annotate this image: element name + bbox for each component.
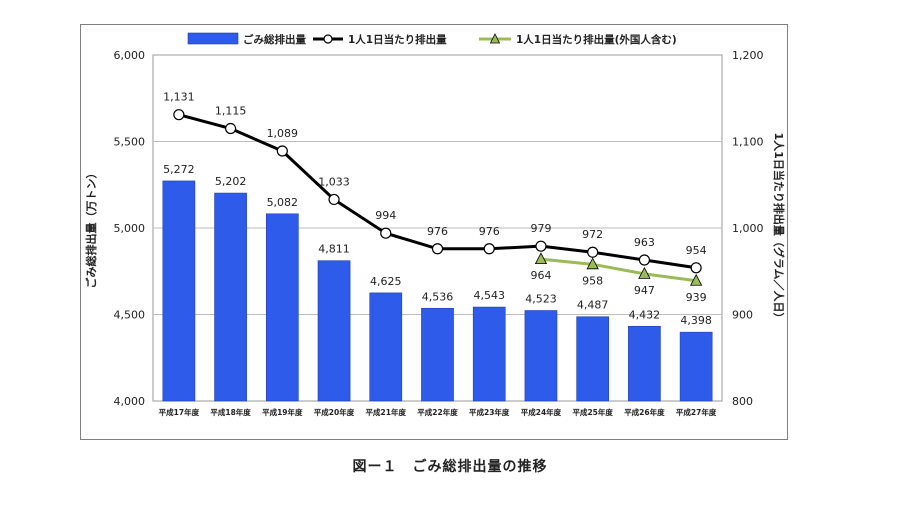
right-tick-label: 1,200 [732, 49, 764, 62]
line-point-triangle [638, 266, 651, 279]
bar-data-label: 4,811 [318, 243, 350, 256]
line-data-label: 954 [686, 244, 707, 257]
line-point [690, 262, 702, 274]
category-label: 平成17年度 [159, 407, 200, 417]
line-point [587, 246, 599, 258]
line-data-label: 958 [582, 274, 603, 287]
bar [628, 325, 661, 402]
bar [265, 213, 299, 402]
line-data-label: 976 [479, 225, 500, 238]
line-data-label: 972 [582, 228, 603, 241]
bar [214, 192, 247, 402]
bar-data-label: 4,487 [577, 299, 609, 312]
left-axis-title: ごみ総排出量（万トン） [84, 168, 98, 289]
legend-swatch-bar [187, 32, 239, 45]
line-data-label: 947 [634, 284, 655, 297]
line-data-label: 979 [530, 222, 551, 235]
line-data-label: 963 [634, 236, 655, 249]
left-tick-label: 5,500 [114, 136, 146, 149]
left-tick-label: 5,000 [114, 222, 146, 235]
bar [576, 316, 610, 402]
line-data-label: 1,115 [215, 105, 247, 118]
category-label: 平成26年度 [624, 407, 665, 417]
line-point [328, 193, 340, 206]
left-tick-label: 4,000 [114, 395, 146, 408]
right-tick-label: 1,000 [732, 222, 764, 235]
bar-data-label: 4,536 [422, 290, 454, 303]
line-point [276, 145, 288, 157]
line-series-per-capita-incl-foreigners [540, 257, 697, 283]
bar [369, 292, 403, 402]
legend-label-line-foreign: 1人1日当たり排出量(外国人含む) [516, 33, 677, 46]
bar [421, 307, 454, 402]
line-data-label: 1,131 [163, 91, 195, 104]
category-label: 平成22年度 [417, 407, 458, 417]
line-data-label: 1,089 [267, 127, 299, 140]
right-axis-title: 1人1日当たり排出量（グラム／人日） [772, 133, 786, 324]
category-label: 平成24年度 [521, 407, 562, 417]
figure-caption: 図ー１ ごみ総排出量の推移 [352, 459, 548, 475]
line-data-label: 939 [686, 291, 707, 304]
bar-data-label: 4,432 [629, 308, 661, 321]
bar [524, 310, 558, 402]
line-point-triangle [689, 273, 703, 286]
line-point [380, 227, 392, 239]
bar-data-label: 4,625 [370, 275, 402, 288]
line-data-label: 964 [530, 269, 551, 282]
line-point-triangle [586, 257, 599, 270]
line-point [483, 243, 495, 255]
category-label: 平成23年度 [469, 407, 510, 417]
category-label: 平成25年度 [572, 407, 613, 417]
legend-marker-circle [323, 34, 333, 44]
right-tick-label: 900 [732, 309, 753, 322]
bar-data-label: 4,398 [680, 314, 712, 327]
line-point [431, 243, 444, 255]
bar-data-label: 4,523 [525, 293, 557, 306]
right-tick-label: 800 [732, 395, 753, 408]
bar-data-label: 4,543 [473, 289, 505, 302]
legend-label-line: 1人1日当たり排出量 [348, 33, 447, 46]
line-data-label: 994 [375, 209, 396, 222]
category-label: 平成20年度 [314, 407, 355, 417]
line-point [638, 254, 651, 266]
legend-label-bar: ごみ総排出量 [243, 33, 306, 46]
chart-svg: 4,000 800 4,500 900 5,000 1,000 5,500 1,100 6,00… [84, 32, 786, 417]
bar [162, 180, 196, 402]
category-label: 平成21年度 [366, 407, 407, 417]
bar [317, 260, 351, 402]
left-tick-label: 4,500 [114, 309, 146, 322]
line-point [535, 240, 547, 252]
bar [679, 331, 713, 402]
left-tick-label: 6,000 [114, 49, 146, 62]
line-data-label: 1,033 [318, 175, 350, 188]
legend-marker-triangle [489, 33, 501, 44]
chart-frame: 4,000 800 4,500 900 5,000 1,000 5,500 1,100 6,00… [80, 24, 788, 440]
line-point [173, 109, 185, 121]
line-point [224, 122, 237, 135]
bar-data-label: 5,202 [215, 175, 247, 188]
bar-data-label: 5,272 [163, 163, 195, 176]
category-label: 平成19年度 [262, 407, 303, 417]
line-point-triangle [534, 252, 548, 265]
right-tick-label: 1,100 [732, 136, 764, 149]
bar-data-label: 5,082 [267, 196, 299, 209]
line-data-label: 976 [427, 225, 448, 238]
category-label: 平成18年度 [210, 407, 251, 417]
bar [472, 306, 506, 402]
category-label: 平成27年度 [676, 407, 717, 417]
